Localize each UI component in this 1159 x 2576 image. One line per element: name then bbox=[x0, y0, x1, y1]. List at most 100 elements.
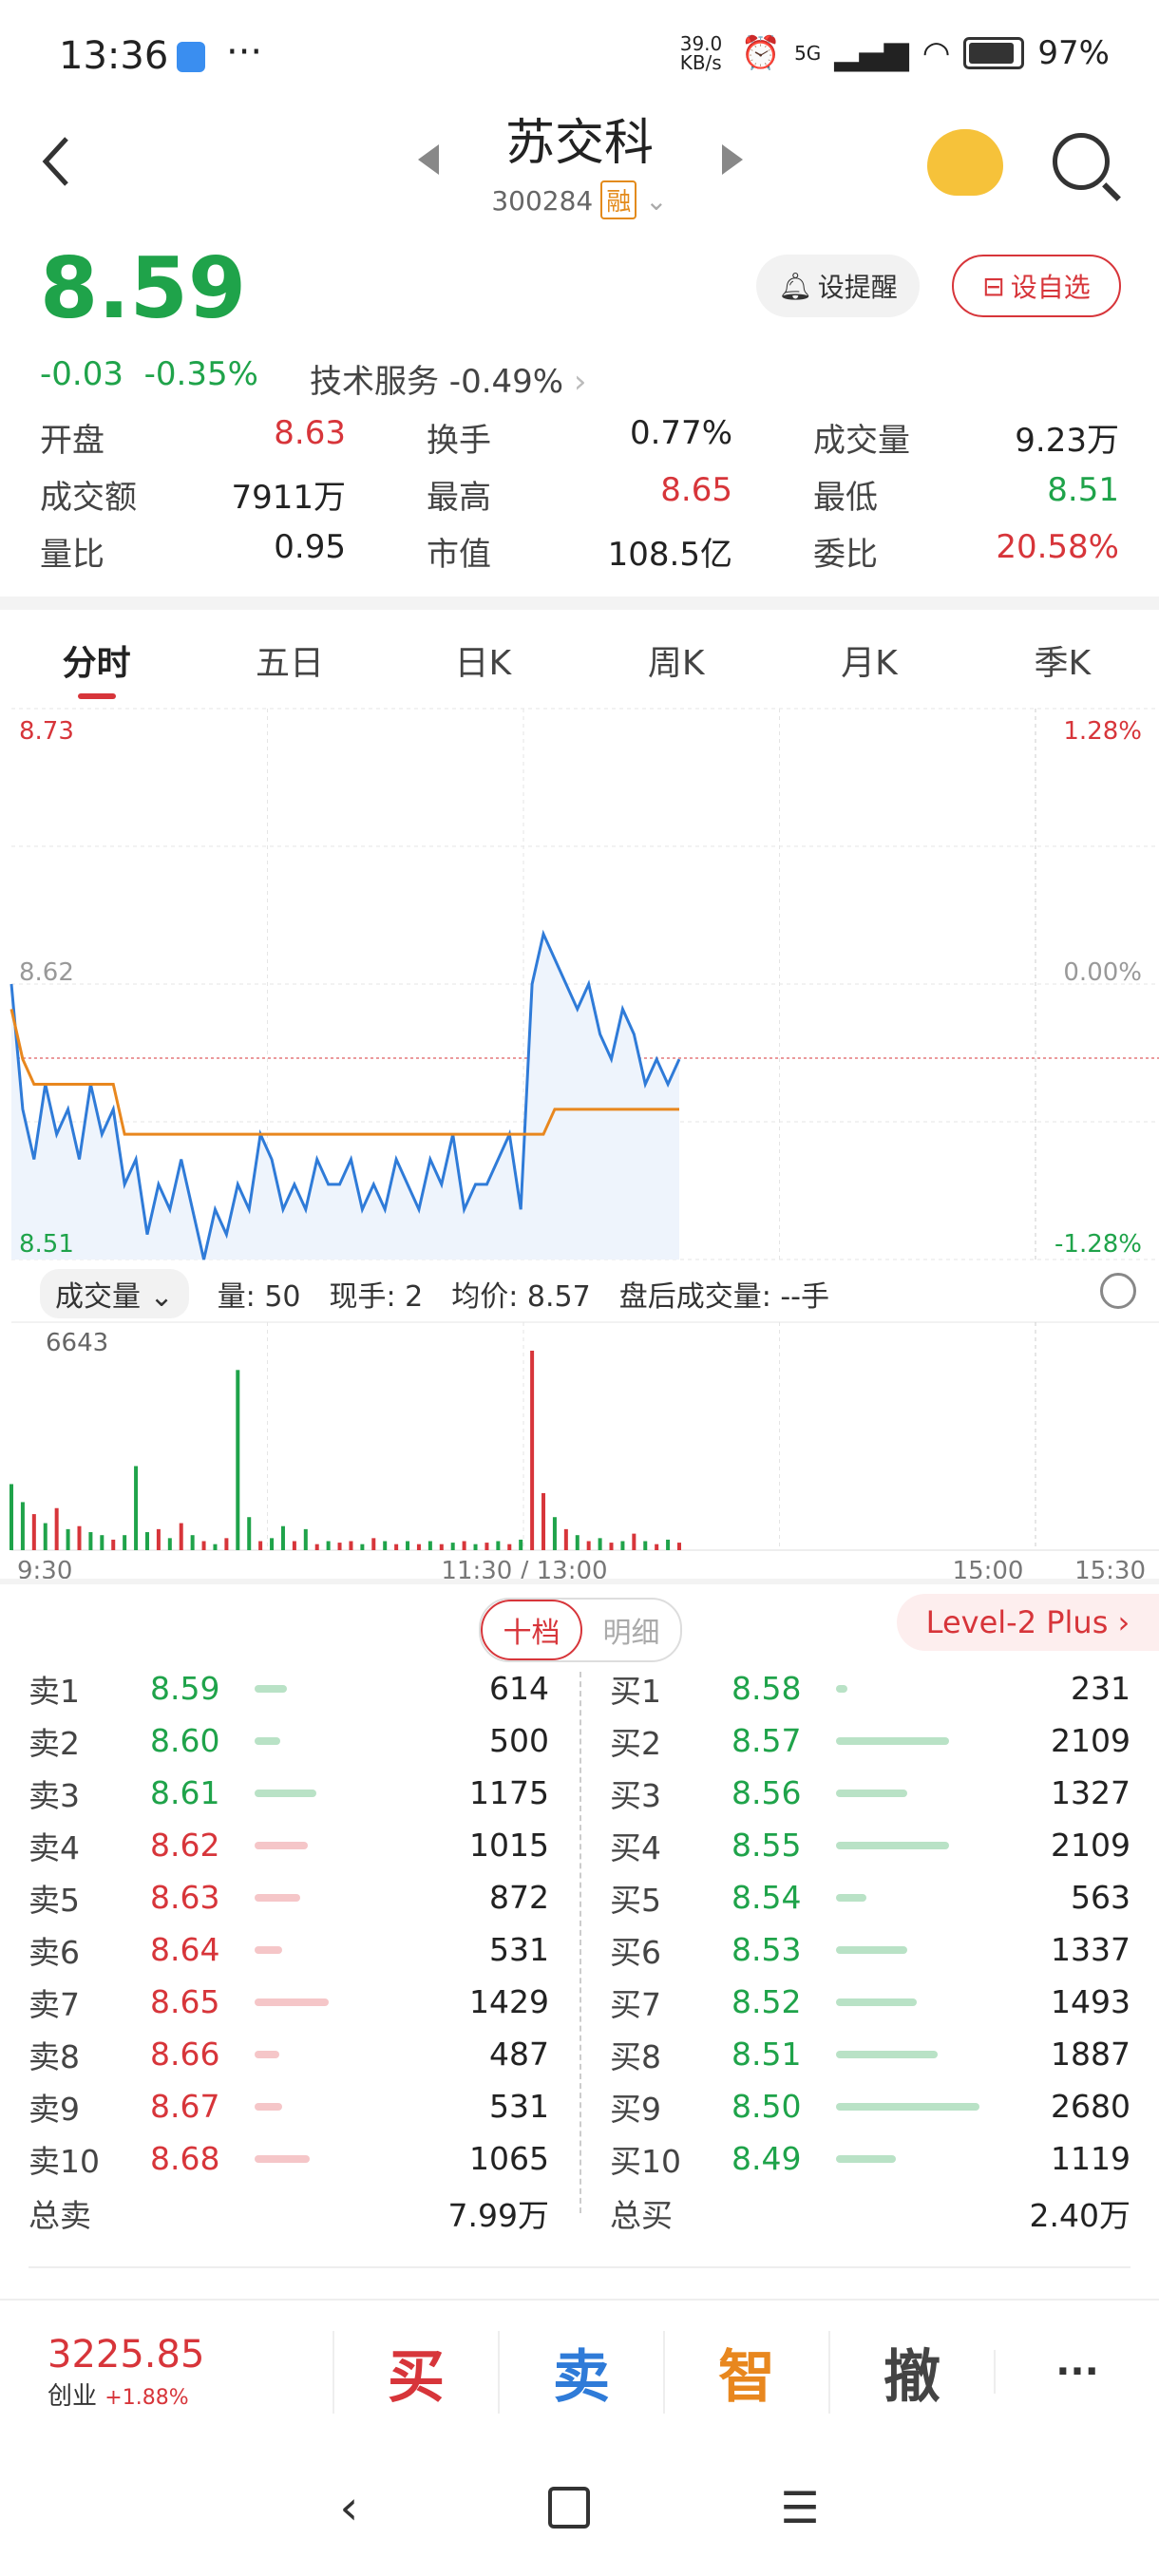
order-price: 8.59 bbox=[150, 1670, 220, 1707]
volume-bar bbox=[270, 1538, 275, 1550]
order-row: 卖4 8.62 1015 bbox=[28, 1819, 549, 1871]
volume-bar bbox=[20, 1502, 25, 1550]
settings-icon[interactable] bbox=[1100, 1273, 1136, 1309]
orderbook-tabs: 十档 明细 bbox=[479, 1598, 682, 1662]
order-volume-bar bbox=[255, 1893, 300, 1902]
y-max-label: 8.73 bbox=[19, 717, 74, 746]
order-volume: 1337 bbox=[1051, 1931, 1130, 1968]
order-price: 8.55 bbox=[732, 1827, 802, 1864]
cancel-order-button[interactable]: 撤 bbox=[828, 2330, 994, 2414]
stat-value: 8.65 bbox=[660, 470, 732, 509]
mascot-icon[interactable] bbox=[927, 129, 1003, 196]
tab-1[interactable]: 五日 bbox=[255, 644, 324, 683]
volume-bar bbox=[111, 1539, 116, 1550]
signal-label: 5G bbox=[794, 42, 822, 65]
volume-bar bbox=[563, 1528, 568, 1550]
avg-price: 均价: 8.57 bbox=[451, 1280, 591, 1314]
tab-0[interactable]: 分时 bbox=[0, 617, 193, 703]
stat-value: 8.63 bbox=[274, 413, 346, 452]
volume-bar bbox=[156, 1528, 161, 1550]
level2-plus-button[interactable]: Level-2 Plus › bbox=[897, 1594, 1159, 1651]
order-price: 8.63 bbox=[150, 1879, 220, 1916]
stat-label: 量比 bbox=[40, 535, 104, 574]
order-level: 卖8 bbox=[28, 2037, 80, 2075]
volume-bar bbox=[666, 1539, 671, 1550]
vol-max-label: 6643 bbox=[46, 1329, 108, 1357]
order-volume: 531 bbox=[489, 1931, 549, 1968]
smart-button[interactable]: 智 bbox=[663, 2330, 828, 2414]
order-row: 卖2 8.60 500 bbox=[28, 1714, 549, 1767]
order-volume: 1119 bbox=[1051, 2140, 1130, 2177]
volume-bar bbox=[236, 1370, 240, 1550]
order-row: 买8 8.51 1887 bbox=[610, 2028, 1130, 2080]
order-volume: 1887 bbox=[1051, 2036, 1130, 2073]
sector-link[interactable]: 技术服务 -0.49% › bbox=[310, 355, 587, 402]
order-price: 8.50 bbox=[732, 2088, 802, 2125]
tab-4[interactable]: 月K bbox=[841, 644, 898, 683]
order-level: 买8 bbox=[610, 2037, 661, 2075]
stat-label: 最高 bbox=[427, 478, 491, 517]
order-volume-bar bbox=[836, 1893, 867, 1902]
index-ticker[interactable]: 3225.85 创业 +1.88% bbox=[0, 2333, 332, 2412]
index-name-line: 创业 +1.88% bbox=[48, 2377, 332, 2412]
stat-value: 108.5亿 bbox=[607, 535, 732, 574]
next-stock-icon[interactable] bbox=[722, 144, 743, 175]
order-price: 8.52 bbox=[732, 1983, 802, 2020]
volume-indicator-select[interactable]: 成交量 ⌄ bbox=[40, 1269, 189, 1318]
tab-2[interactable]: 日K bbox=[454, 644, 512, 683]
volume-bar bbox=[677, 1543, 681, 1550]
price-change: -0.03 -0.35% bbox=[40, 355, 258, 393]
sell-orders: 卖1 8.59 614 卖2 8.60 500 卖3 8.61 1175 卖4 8.62 1015 卖5… bbox=[28, 1662, 549, 2185]
set-alert-button[interactable]: 🔔︎ 设提醒 bbox=[756, 255, 920, 317]
sell-button[interactable]: 卖 bbox=[498, 2330, 663, 2414]
add-watchlist-button[interactable]: ⊟ 设自选 bbox=[952, 255, 1121, 317]
chevron-down-icon[interactable]: ⌄ bbox=[645, 185, 668, 217]
back-icon[interactable] bbox=[38, 133, 76, 190]
pct-min-label: -1.28% bbox=[1054, 1230, 1142, 1259]
total-buy-label: 总买 bbox=[610, 2197, 673, 2234]
stock-name: 苏交科 bbox=[504, 115, 654, 172]
order-volume-bar bbox=[255, 1684, 287, 1693]
order-level: 买10 bbox=[610, 2142, 681, 2180]
tab-5[interactable]: 季K bbox=[1034, 644, 1092, 683]
order-row: 卖1 8.59 614 bbox=[28, 1662, 549, 1714]
pct-mid-label: 0.00% bbox=[1063, 958, 1142, 987]
total-sell-row: 总卖 7.99万 bbox=[28, 2190, 549, 2236]
nav-menu-icon[interactable]: ☰ bbox=[780, 2482, 820, 2533]
order-level: 卖2 bbox=[28, 1724, 80, 1762]
buy-orders: 买1 8.58 231 买2 8.57 2109 买3 8.56 1327 买4 8.55 2109 买… bbox=[610, 1662, 1130, 2185]
order-row: 买4 8.55 2109 bbox=[610, 1819, 1130, 1871]
order-row: 买9 8.50 2680 bbox=[610, 2080, 1130, 2132]
nav-home-icon[interactable] bbox=[548, 2487, 591, 2529]
volume-bar bbox=[371, 1538, 376, 1550]
order-level: 卖7 bbox=[28, 1985, 80, 2023]
order-row: 卖6 8.64 531 bbox=[28, 1923, 549, 1976]
volume-bar bbox=[280, 1525, 285, 1550]
buy-button[interactable]: 买 bbox=[332, 2330, 498, 2414]
volume-bar bbox=[337, 1543, 342, 1550]
stat-value: 9.23万 bbox=[1015, 421, 1119, 460]
after-hours-volume: 盘后成交量: --手 bbox=[618, 1280, 829, 1314]
prev-stock-icon[interactable] bbox=[418, 144, 439, 175]
order-volume-bar bbox=[836, 1736, 949, 1745]
volume-bar bbox=[190, 1535, 195, 1550]
level2-label: Level-2 Plus bbox=[925, 1604, 1109, 1640]
order-price: 8.68 bbox=[150, 2140, 220, 2177]
nav-back-icon[interactable]: ‹ bbox=[339, 2480, 359, 2535]
order-price: 8.49 bbox=[732, 2140, 802, 2177]
stat-cell: 委比 20.58% bbox=[813, 528, 1119, 575]
tab-details[interactable]: 明细 bbox=[602, 1617, 660, 1650]
order-volume-bar bbox=[836, 2154, 896, 2163]
order-row: 买10 8.49 1119 bbox=[610, 2132, 1130, 2185]
stat-cell: 最高 8.65 bbox=[427, 471, 732, 518]
more-button[interactable]: ··· bbox=[994, 2350, 1159, 2394]
search-icon[interactable] bbox=[1053, 133, 1110, 190]
volume-bar bbox=[100, 1535, 104, 1550]
volume-bar bbox=[77, 1525, 82, 1550]
trade-bar: 3225.85 创业 +1.88% 买 卖 智 撤 ··· bbox=[0, 2299, 1159, 2443]
tab-3[interactable]: 周K bbox=[647, 644, 705, 683]
order-volume-bar bbox=[255, 1998, 330, 2006]
tab-ten-levels[interactable]: 十档 bbox=[481, 1600, 582, 1660]
order-price: 8.61 bbox=[150, 1774, 220, 1811]
